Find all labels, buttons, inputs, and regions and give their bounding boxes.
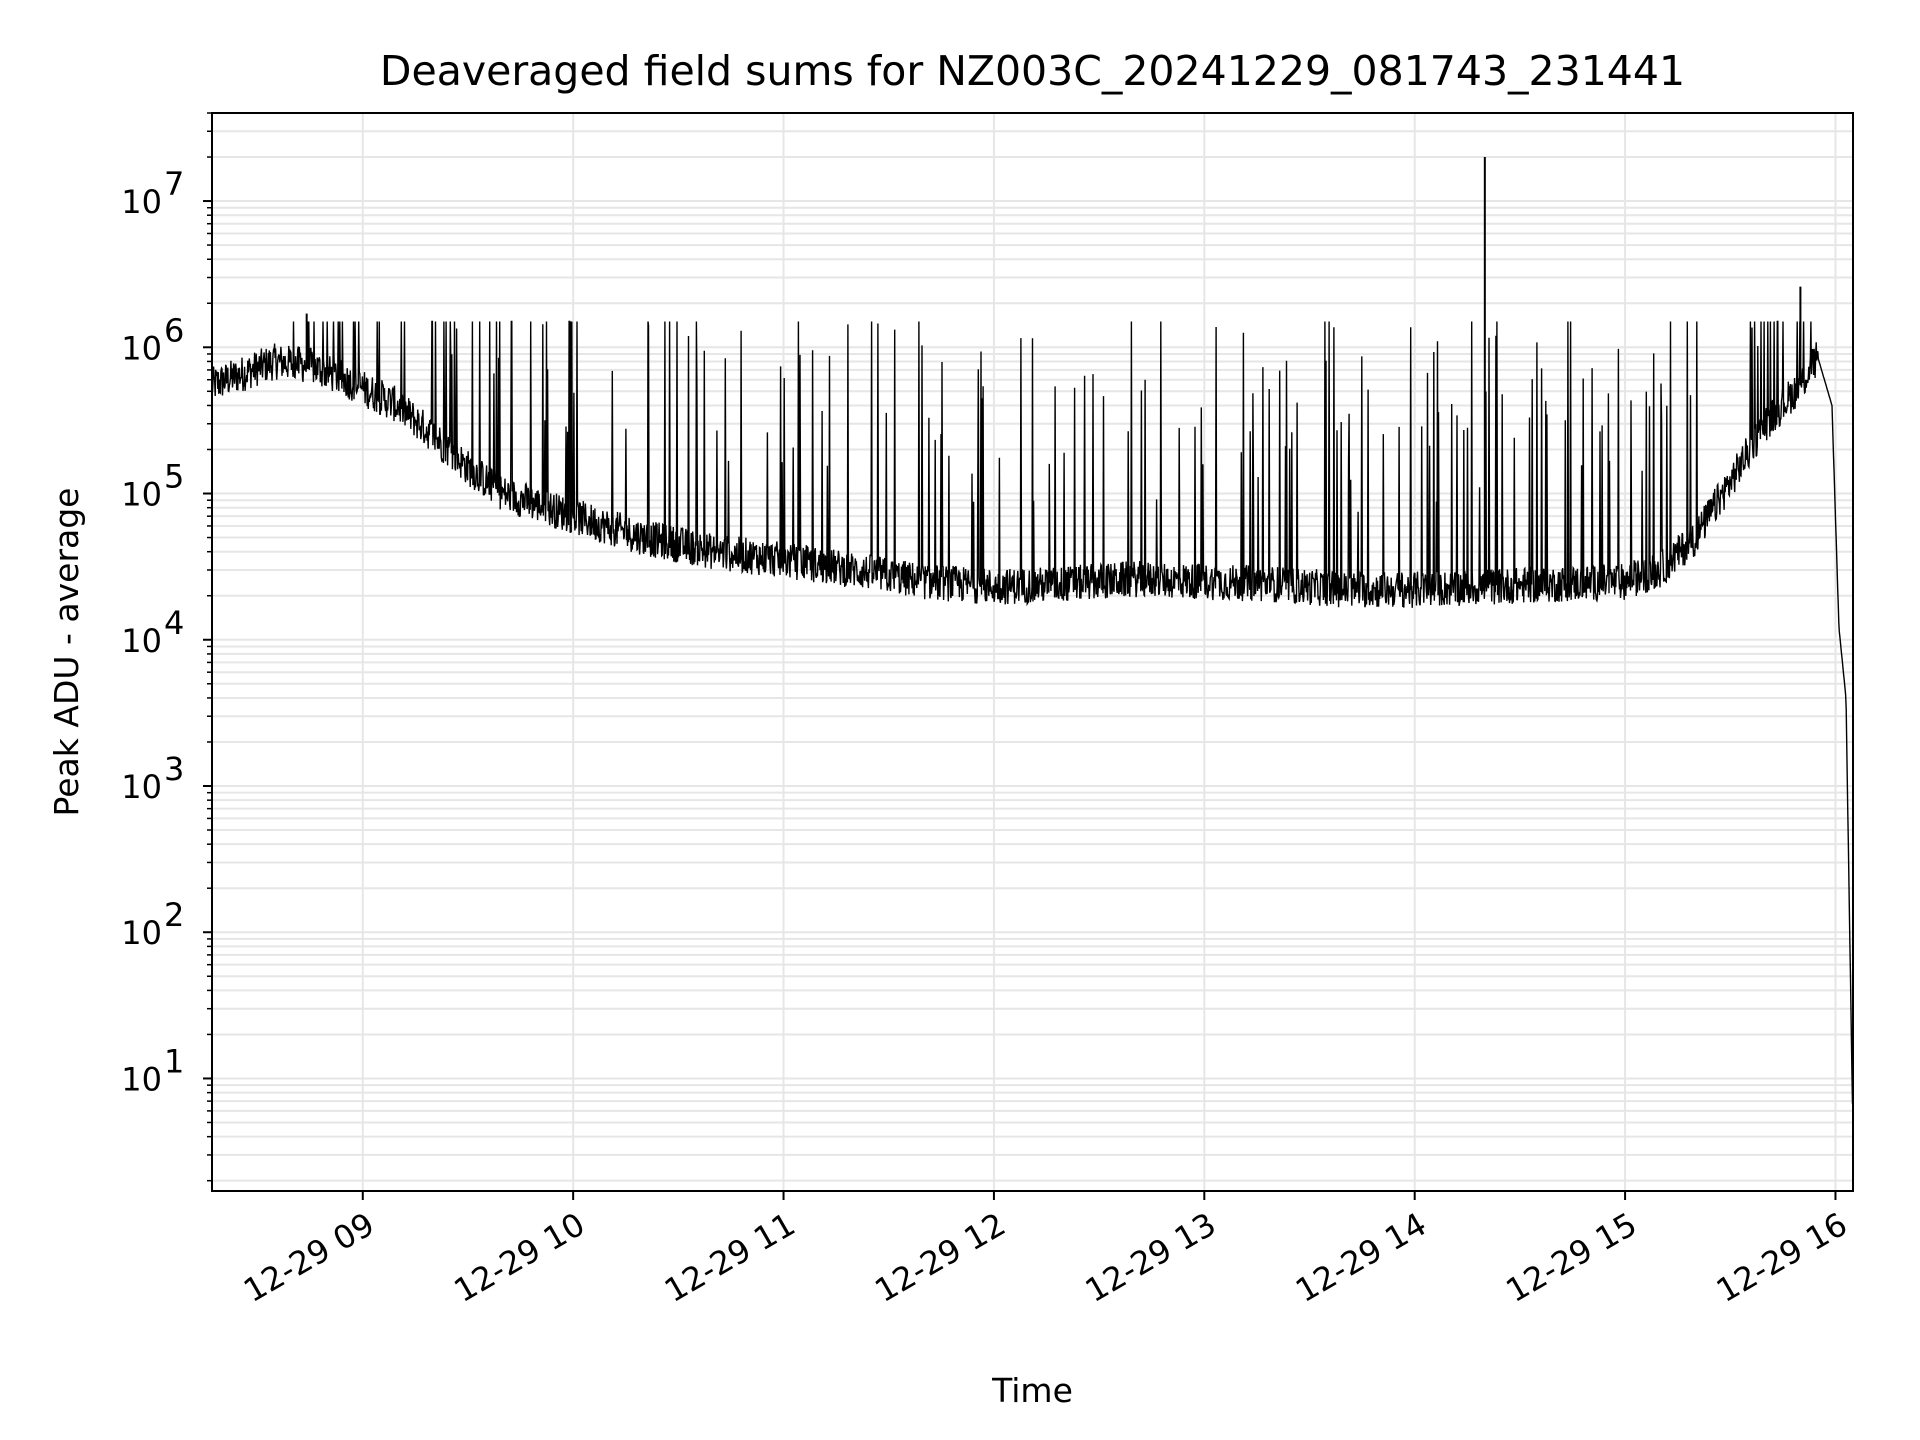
minor-gridlines (212, 112, 1853, 1182)
y-tick-label: 10 (121, 329, 162, 367)
y-tick-exponent: 3 (164, 750, 184, 788)
y-tick-exponent: 7 (164, 165, 184, 203)
data-series-line (211, 320, 1854, 1104)
y-tick-label: 10 (121, 1060, 162, 1098)
y-tick-exponent: 1 (164, 1042, 184, 1080)
y-tick-label: 10 (121, 914, 162, 952)
y-tick-label: 10 (121, 476, 162, 514)
plot-frame (211, 112, 1854, 1192)
y-axis-title: Peak ADU - average (47, 488, 86, 817)
major-gridlines (212, 113, 1853, 1191)
y-tick-exponent: 4 (164, 604, 184, 642)
plot-area (211, 157, 1854, 1104)
y-tick-label: 10 (121, 768, 162, 806)
y-tick-exponent: 5 (164, 458, 184, 496)
y-tick-exponent: 2 (164, 896, 184, 934)
x-axis-title: Time (991, 1371, 1073, 1410)
y-tick-label: 10 (121, 183, 162, 221)
chart-title: Deaveraged field sums for NZ003C_2024122… (380, 47, 1685, 95)
y-tick-label: 10 (121, 622, 162, 660)
y-tick-exponent: 6 (164, 311, 184, 349)
